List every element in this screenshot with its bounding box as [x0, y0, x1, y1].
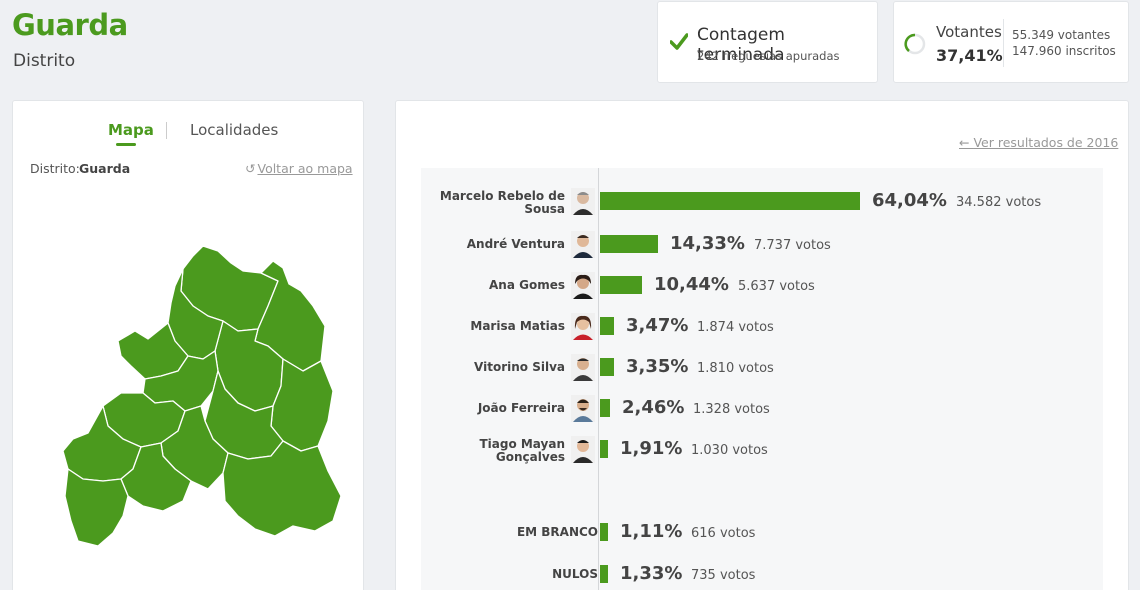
candidate-avatar — [571, 313, 595, 340]
district-map[interactable] — [43, 211, 343, 556]
municipality-region[interactable] — [64, 468, 129, 547]
candidate-row[interactable]: André Ventura 14,33% 7.737 votos — [421, 225, 1103, 265]
null-votes-label: NULOS — [552, 567, 598, 581]
previous-results-label: Ver resultados de 2016 — [973, 135, 1119, 150]
active-tab-indicator — [116, 143, 136, 146]
page-title: Guarda — [12, 8, 128, 42]
arrow-left-icon: ← — [959, 135, 974, 150]
result-votes: 34.582 votos — [956, 195, 1042, 210]
results-panel: ← Ver resultados de 2016 Marcelo Rebelo … — [395, 100, 1129, 590]
result-bar — [600, 565, 608, 583]
status-subtitle: 242 freguesias apuradas — [697, 49, 840, 63]
candidate-row[interactable]: Marisa Matias 3,47% 1.874 votos — [421, 307, 1103, 347]
candidate-row[interactable]: Ana Gomes 10,44% 5.637 votos — [421, 266, 1103, 306]
tab-divider — [166, 122, 167, 139]
result-percent: 3,35% — [626, 356, 689, 377]
voters-count: 55.349 votantes — [1012, 28, 1111, 42]
result-percent: 1,11% — [620, 521, 683, 542]
candidate-name: André Ventura — [466, 237, 565, 251]
result-votes: 1.328 votos — [693, 402, 770, 417]
result-bar — [600, 235, 658, 253]
result-percent: 10,44% — [654, 274, 729, 295]
candidate-name-line: Gonçalves — [495, 450, 565, 464]
chart-axis-line — [598, 168, 599, 590]
candidate-name: Ana Gomes — [489, 278, 565, 292]
candidate-row[interactable]: João Ferreira 2,46% 1.328 votos — [421, 389, 1103, 429]
candidate-name-line: Tiago Mayan — [479, 437, 565, 451]
tab-map[interactable]: Mapa — [108, 121, 154, 139]
result-votes: 616 votos — [691, 526, 756, 541]
candidate-name: João Ferreira — [477, 401, 565, 415]
result-bar — [600, 317, 614, 335]
candidate-row[interactable]: Tiago Mayan Gonçalves 1,91% 1.030 votos — [421, 430, 1103, 470]
blank-votes-row[interactable]: EM BRANCO 1,11% 616 votos — [421, 514, 1103, 554]
turnout-label: Votantes — [936, 23, 1002, 41]
check-icon — [670, 33, 688, 50]
result-votes: 1.810 votos — [697, 361, 774, 376]
candidate-row[interactable]: Marcelo Rebelo de Sousa 64,04% 34.582 vot… — [421, 184, 1103, 224]
candidate-row[interactable]: Vitorino Silva 3,35% 1.810 votos — [421, 348, 1103, 388]
result-bar — [600, 276, 642, 294]
divider — [1003, 19, 1004, 67]
result-percent: 3,47% — [626, 315, 689, 336]
candidate-name: Vitorino Silva — [474, 360, 565, 374]
candidate-avatar — [571, 231, 595, 258]
status-title: Contagem terminada — [697, 25, 785, 65]
tab-localities[interactable]: Localidades — [190, 121, 279, 139]
candidate-avatar — [571, 272, 595, 299]
result-votes: 1.030 votos — [691, 443, 768, 458]
page-subtitle: Distrito — [13, 51, 76, 71]
candidate-name: Marisa Matias — [470, 319, 565, 333]
result-votes: 735 votos — [691, 568, 756, 583]
result-percent: 2,46% — [622, 397, 685, 418]
result-percent: 64,04% — [872, 190, 947, 211]
district-label: Distrito: — [30, 161, 80, 176]
candidate-name-line: Marcelo Rebelo de — [439, 189, 565, 203]
candidate-avatar — [571, 436, 595, 463]
count-status-card: Contagem terminada 242 freguesias apurad… — [657, 1, 878, 83]
district-value: Guarda — [79, 161, 131, 176]
turnout-ring-icon — [904, 33, 926, 55]
back-to-map-label: Voltar ao mapa — [257, 161, 353, 176]
result-bar — [600, 399, 610, 417]
result-bar — [600, 192, 860, 210]
result-percent: 1,33% — [620, 563, 683, 584]
result-bar — [600, 358, 614, 376]
result-votes: 5.637 votos — [738, 279, 815, 294]
candidate-name: Marcelo Rebelo de Sousa — [425, 190, 565, 216]
result-percent: 14,33% — [670, 233, 745, 254]
result-percent: 1,91% — [620, 438, 683, 459]
undo-icon: ↺ — [245, 161, 256, 176]
blank-votes-label: EM BRANCO — [516, 525, 598, 539]
candidate-name-line: Sousa — [524, 202, 565, 216]
turnout-card: Votantes 37,41% 55.349 votantes 147.960 … — [893, 1, 1129, 83]
candidate-avatar — [571, 354, 595, 381]
municipality-region[interactable] — [222, 440, 342, 537]
result-votes: 7.737 votos — [754, 238, 831, 253]
turnout-percent: 37,41% — [936, 46, 1003, 65]
result-bar — [600, 440, 608, 458]
registered-count: 147.960 inscritos — [1012, 44, 1116, 58]
back-to-map-link[interactable]: ↺ Voltar ao mapa — [245, 161, 353, 176]
results-chart: Marcelo Rebelo de Sousa 64,04% 34.582 vot… — [421, 168, 1103, 590]
map-panel: Mapa Localidades Distrito: Guarda ↺ Volta… — [12, 100, 364, 590]
null-votes-row[interactable]: NULOS 1,33% 735 votos — [421, 556, 1103, 590]
result-bar — [600, 523, 608, 541]
municipality-region[interactable] — [120, 442, 192, 512]
candidate-avatar — [571, 395, 595, 422]
candidate-name: Tiago Mayan Gonçalves — [425, 438, 565, 464]
result-votes: 1.874 votos — [697, 320, 774, 335]
previous-results-link[interactable]: ← Ver resultados de 2016 — [959, 135, 1118, 150]
candidate-avatar — [571, 188, 595, 215]
